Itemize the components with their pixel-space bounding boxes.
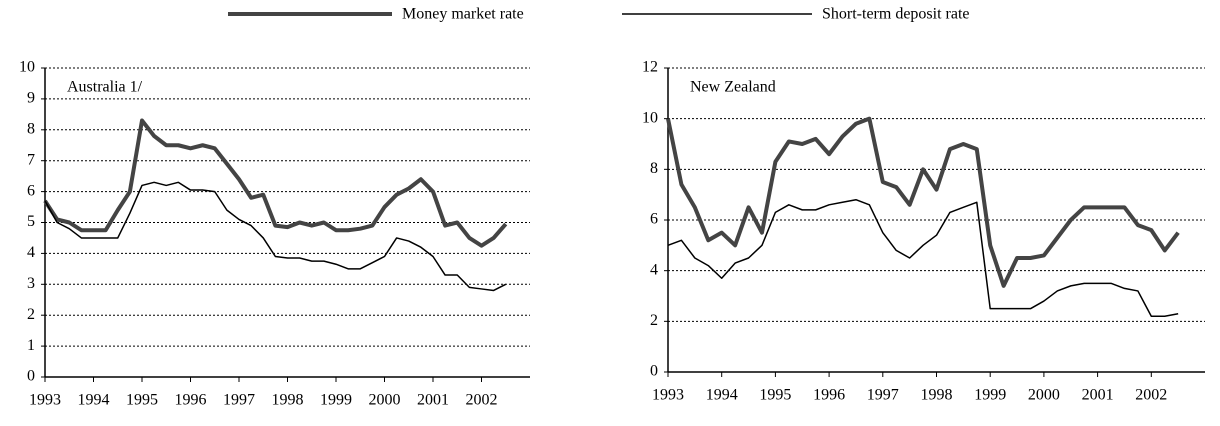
y-tick-label: 0 xyxy=(650,363,658,380)
series-line xyxy=(44,181,507,292)
x-tick-label: 1993 xyxy=(652,387,684,404)
y-tick-label: 7 xyxy=(27,151,35,168)
x-tick-label: 1996 xyxy=(175,392,207,409)
x-tick-label: 2002 xyxy=(466,392,498,409)
y-tick-label: 10 xyxy=(642,109,658,126)
x-tick-label: 1993 xyxy=(29,392,61,409)
series-line xyxy=(666,116,1180,288)
chart-annotation: Australia 1/ xyxy=(67,79,143,96)
x-tick-label: 2002 xyxy=(1135,387,1167,404)
x-tick-label: 1996 xyxy=(813,387,845,404)
x-tick-label: 1995 xyxy=(759,387,791,404)
x-tick-label: 1998 xyxy=(921,387,953,404)
series-line xyxy=(667,198,1179,318)
y-tick-label: 2 xyxy=(27,306,35,323)
y-tick-label: 8 xyxy=(650,160,658,177)
y-tick-label: 2 xyxy=(650,312,658,329)
y-tick-label: 0 xyxy=(27,368,35,385)
y-tick-label: 5 xyxy=(27,213,35,230)
y-tick-label: 1 xyxy=(27,337,35,354)
x-tick-label: 1995 xyxy=(126,392,158,409)
legend-label: Short-term deposit rate xyxy=(822,6,970,23)
chart-annotation: New Zealand xyxy=(690,79,776,96)
y-tick-label: 4 xyxy=(27,244,35,261)
legend-label: Money market rate xyxy=(402,6,524,23)
x-tick-label: 1998 xyxy=(272,392,304,409)
y-tick-label: 6 xyxy=(650,211,658,228)
x-tick-label: 1994 xyxy=(78,392,110,409)
x-tick-label: 2001 xyxy=(417,392,449,409)
y-tick-label: 6 xyxy=(27,182,35,199)
y-tick-label: 10 xyxy=(19,59,35,76)
y-tick-label: 12 xyxy=(642,59,658,76)
y-tick-label: 8 xyxy=(27,120,35,137)
x-tick-label: 2000 xyxy=(369,392,401,409)
y-tick-label: 9 xyxy=(27,90,35,107)
y-tick-label: 4 xyxy=(650,261,658,278)
x-tick-label: 1999 xyxy=(974,387,1006,404)
x-tick-label: 2000 xyxy=(1028,387,1060,404)
series-line xyxy=(43,118,508,248)
x-tick-label: 2001 xyxy=(1082,387,1114,404)
x-tick-label: 1997 xyxy=(867,387,899,404)
x-tick-label: 1994 xyxy=(706,387,738,404)
x-tick-label: 1999 xyxy=(320,392,352,409)
x-tick-label: 1997 xyxy=(223,392,255,409)
y-tick-label: 3 xyxy=(27,275,35,292)
